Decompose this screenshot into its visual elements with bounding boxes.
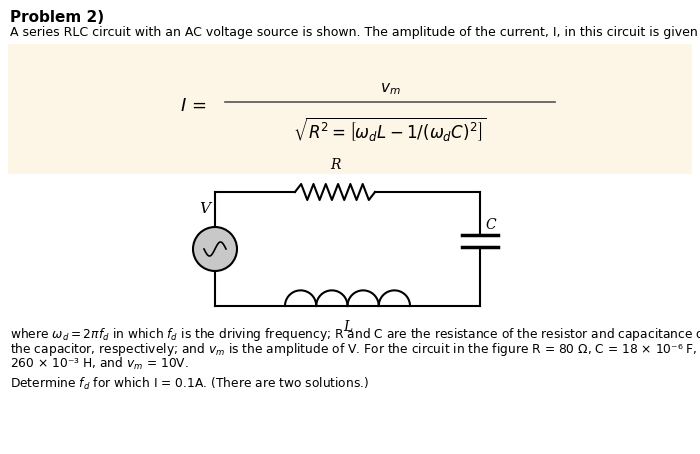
Text: $v_m$: $v_m$	[379, 81, 400, 97]
FancyBboxPatch shape	[8, 44, 692, 174]
Text: R: R	[330, 158, 340, 172]
Text: 260 × 10⁻³ H, and $v_m$ = 10V.: 260 × 10⁻³ H, and $v_m$ = 10V.	[10, 356, 189, 372]
Text: $\sqrt{R^2=\left[\omega_d L-1/(\omega_d C)^2\right]}$: $\sqrt{R^2=\left[\omega_d L-1/(\omega_d …	[293, 116, 487, 144]
Text: Problem 2): Problem 2)	[10, 10, 104, 25]
Text: L: L	[344, 320, 353, 334]
Text: $I\,=$: $I\,=$	[180, 97, 207, 115]
Text: the capacitor, respectively; and $v_m$ is the amplitude of V. For the circuit in: the capacitor, respectively; and $v_m$ i…	[10, 341, 700, 358]
Text: Determine $f_d$ for which I = 0.1A. (There are two solutions.): Determine $f_d$ for which I = 0.1A. (The…	[10, 376, 369, 392]
Circle shape	[193, 227, 237, 271]
Text: C: C	[485, 218, 496, 232]
Text: V: V	[199, 202, 210, 216]
Text: where $\omega_d = 2\pi f_d$ in which $f_d$ is the driving frequency; R and C are: where $\omega_d = 2\pi f_d$ in which $f_…	[10, 326, 700, 343]
Text: A series RLC circuit with an AC voltage source is shown. The amplitude of the cu: A series RLC circuit with an AC voltage …	[10, 26, 700, 39]
